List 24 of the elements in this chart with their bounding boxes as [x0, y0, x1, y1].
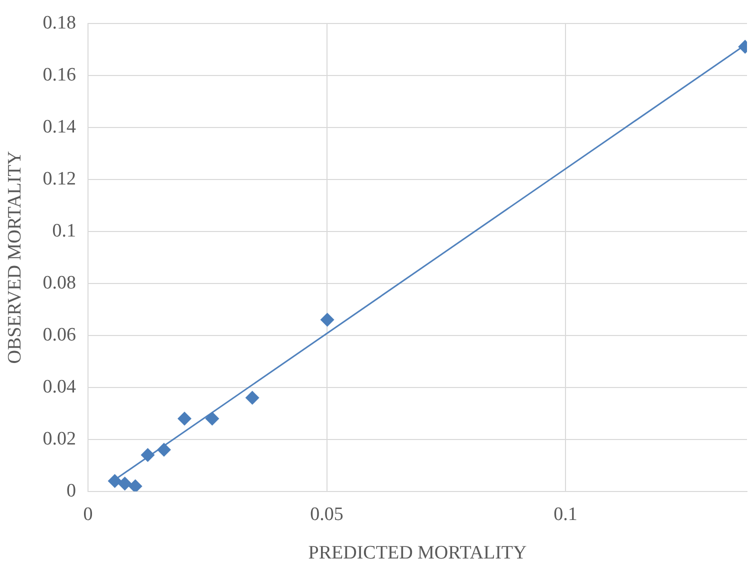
y-tick-label: 0	[66, 480, 76, 502]
point	[128, 479, 142, 492]
x-tick-label: 0.05	[310, 504, 344, 525]
y-tick-label: 0.18	[42, 12, 76, 34]
x-tick-label: 0	[83, 504, 93, 525]
y-tick-label: 0.12	[42, 168, 76, 190]
point	[178, 412, 192, 426]
point	[156, 442, 171, 457]
y-tick-label: 0.04	[42, 376, 77, 398]
y-tick-label: 0.08	[42, 272, 76, 294]
y-axis-title: OBSERVED MORTALITY	[4, 150, 26, 364]
point	[205, 412, 220, 426]
y-tick-label: 0.14	[42, 116, 77, 138]
y-tick-label: 0.02	[42, 428, 76, 450]
point	[245, 390, 260, 405]
point	[320, 312, 334, 327]
point	[108, 474, 122, 488]
point	[140, 448, 155, 462]
y-tick-label: 0.16	[42, 64, 76, 86]
point	[118, 476, 132, 491]
y-tick-label: 0.1	[52, 220, 76, 242]
y-tick-label: 0.06	[42, 324, 76, 346]
x-tick-label: 0.1	[554, 504, 578, 525]
x-axis-title: PREDICTED MORTALITY	[308, 542, 528, 564]
